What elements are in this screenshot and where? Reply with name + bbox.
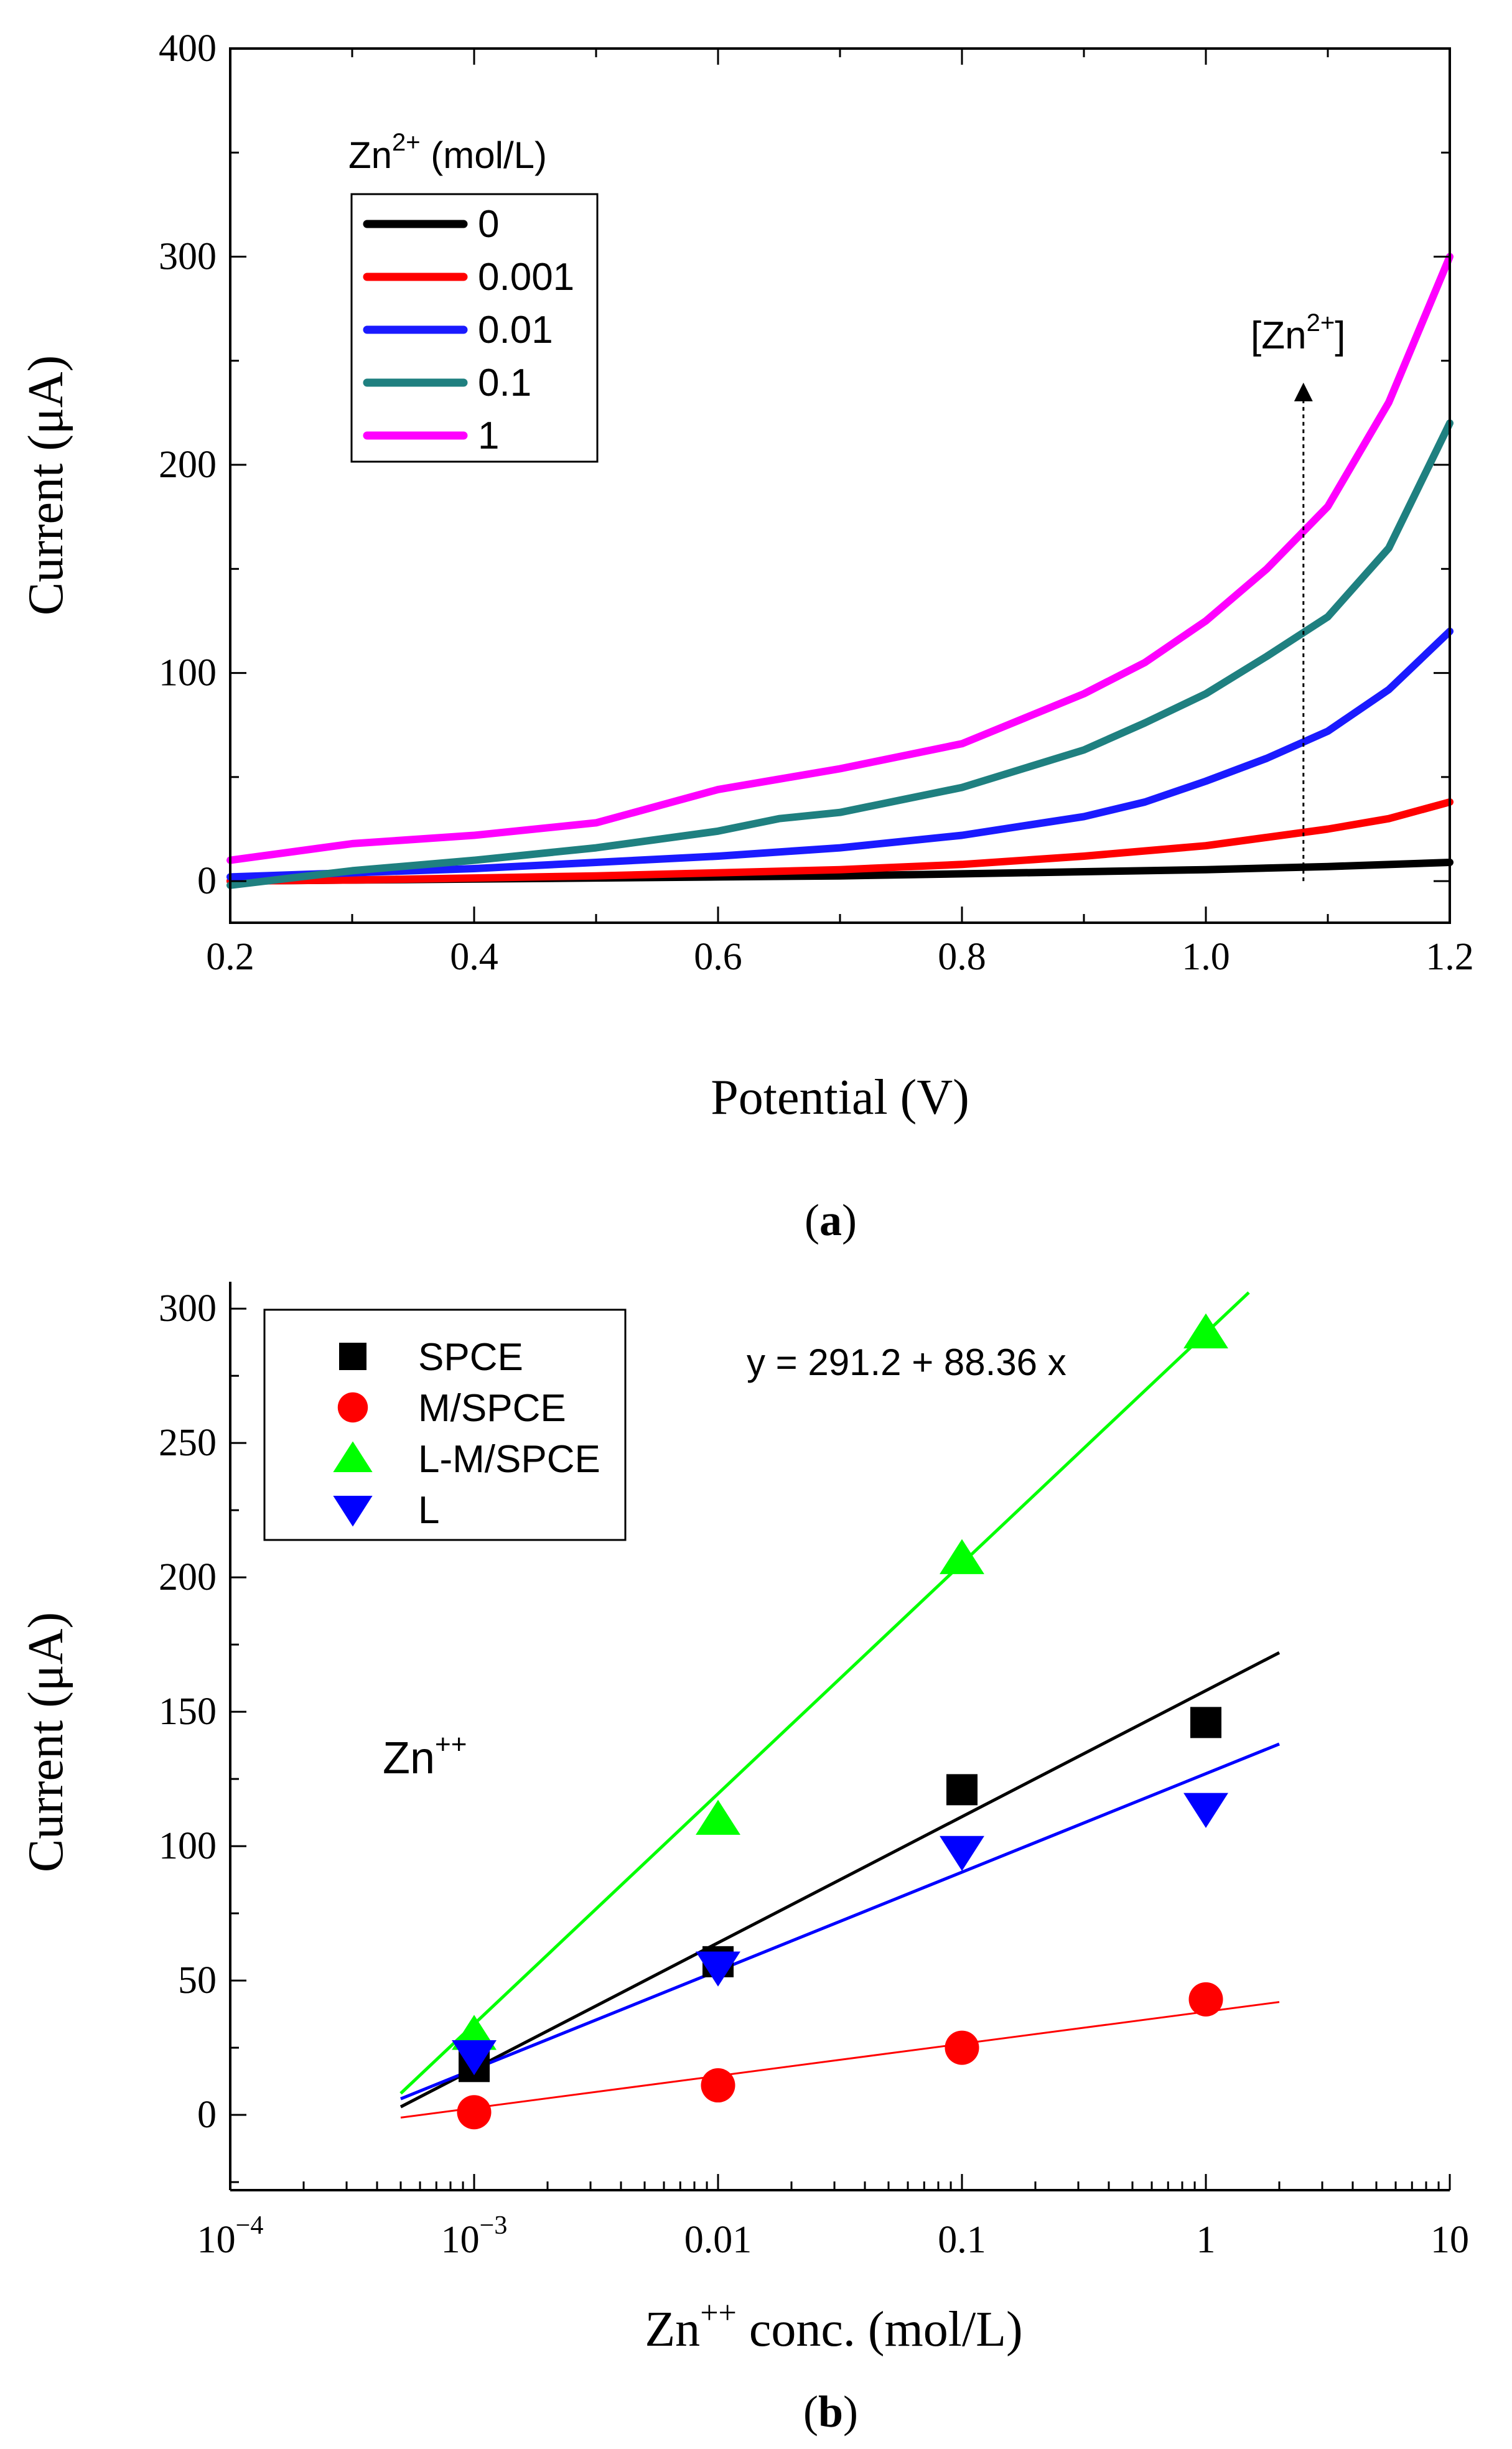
panel-b-y-tick-label: 150 bbox=[159, 1691, 217, 1733]
panel-a-ticks: 0.2 0.4 0.6 0.8 1.0 1.2 0 100 200 300 400 bbox=[159, 27, 1474, 978]
panel-b-y-tick-label: 100 bbox=[159, 1825, 217, 1867]
panel-b-legend-label: L bbox=[418, 1489, 439, 1532]
panel-b-point-3-2 bbox=[940, 1836, 984, 1871]
panel-b-legend-marker bbox=[337, 1392, 368, 1423]
panel-b-point-3-0 bbox=[452, 2040, 497, 2076]
panel-b-point-1-2 bbox=[945, 2030, 979, 2065]
panel-a-y-axis-title: Current (μA) bbox=[19, 355, 73, 615]
panel-a-x-tick-label: 1.2 bbox=[1426, 936, 1474, 978]
panel-b-point-1-1 bbox=[701, 2068, 735, 2103]
panel-a-series-group bbox=[226, 253, 1454, 889]
panel-b-legend: SPCE M/SPCE L-M/SPCE L bbox=[333, 1336, 600, 1532]
panel-a-series-line-2 bbox=[226, 627, 1454, 881]
panel-b-legend-label: M/SPCE bbox=[418, 1387, 566, 1430]
panel-b-y-tick-label: 50 bbox=[178, 1959, 217, 2002]
panel-a-legend-label: 0 bbox=[478, 203, 499, 246]
panel-b-point-1-3 bbox=[1188, 1982, 1223, 2017]
panel-a-x-tick-label: 0.4 bbox=[450, 936, 498, 978]
panel-b-data-points bbox=[452, 1313, 1228, 2130]
panel-b-point-2-3 bbox=[1183, 1313, 1228, 1349]
panel-a-legend: 0 0.001 0.01 0.1 1 bbox=[363, 203, 574, 457]
panel-b-legend-label: L-M/SPCE bbox=[418, 1438, 600, 1481]
panel-b-x-tick-label: 0.1 bbox=[938, 2219, 986, 2261]
panel-a-series-line-4 bbox=[226, 253, 1454, 864]
panel-b-point-1-0 bbox=[457, 2095, 492, 2130]
panel-b-point-0-3 bbox=[1190, 1707, 1221, 1738]
panel-b-ion-label: Zn++ bbox=[383, 1729, 467, 1783]
panel-b-y-tick-label: 200 bbox=[159, 1556, 217, 1598]
panel-b-caption: (b) bbox=[803, 2387, 858, 2437]
panel-b-x-tick-label: 10−4 bbox=[197, 2211, 264, 2261]
panel-b-point-3-1 bbox=[696, 1951, 740, 1987]
panel-a-y-tick-label: 400 bbox=[159, 27, 217, 70]
panel-b-fit-line-1 bbox=[400, 2001, 1280, 2119]
panel-b-x-tick-label: 0.01 bbox=[684, 2219, 752, 2261]
panel-a-x-axis-title: Potential (V) bbox=[711, 1070, 969, 1125]
panel-a-y-tick-label: 200 bbox=[159, 444, 217, 486]
panel-b-x-tick-label: 10−3 bbox=[441, 2211, 508, 2261]
panel-b-y-axis-title: Current (μA) bbox=[19, 1612, 73, 1872]
panel-b-fit-equation: y = 291.2 + 88.36 x bbox=[747, 1341, 1066, 1383]
panel-b-y-tick-label: 300 bbox=[159, 1287, 217, 1330]
panel-a-legend-label: 0.01 bbox=[478, 309, 553, 352]
panel-b-fit-lines bbox=[399, 1291, 1281, 2119]
panel-a-x-tick-label: 0.2 bbox=[206, 936, 254, 978]
panel-a-arrow-label: [Zn2+] bbox=[1251, 309, 1345, 357]
panel-a-y-tick-label: 0 bbox=[197, 860, 217, 902]
panel-b-x-tick-label: 10 bbox=[1430, 2219, 1469, 2261]
panel-b-point-0-2 bbox=[946, 1774, 978, 1806]
panel-b-fit-line-2 bbox=[399, 1291, 1250, 2095]
panel-a-x-tick-label: 1.0 bbox=[1182, 936, 1230, 978]
panel-a-legend-label: 0.001 bbox=[478, 256, 574, 299]
panel-b-x-tick-label: 1 bbox=[1197, 2219, 1216, 2261]
panel-a-series-line-1 bbox=[226, 798, 1454, 885]
panel-b-legend-marker bbox=[333, 1441, 373, 1472]
panel-b-x-axis-title: Zn++ conc. (mol/L) bbox=[645, 2295, 1022, 2357]
panel-b-legend-box bbox=[263, 1308, 627, 1541]
panel-b-point-2-1 bbox=[696, 1799, 740, 1835]
panel-a-x-tick-label: 0.6 bbox=[694, 936, 742, 978]
panel-b-y-tick-label: 250 bbox=[159, 1422, 217, 1464]
panel-b-point-3-3 bbox=[1183, 1793, 1228, 1828]
panel-a-legend-title: Zn2+ (mol/L) bbox=[348, 129, 547, 176]
panel-b-legend-marker bbox=[333, 1496, 373, 1527]
panel-a-legend-label: 1 bbox=[478, 414, 499, 457]
panel-a-y-tick-label: 300 bbox=[159, 236, 217, 278]
panel-a-y-tick-label: 100 bbox=[159, 652, 217, 694]
panel-a-x-tick-label: 0.8 bbox=[938, 936, 986, 978]
panel-a-line-chart: 0.2 0.4 0.6 0.8 1.0 1.2 0 100 200 300 400 [Zn2+] Z… bbox=[19, 27, 1474, 1245]
panel-b-fit-line-3 bbox=[400, 1742, 1280, 2101]
panel-b-legend-marker bbox=[339, 1343, 366, 1370]
panel-a-plot-frame bbox=[229, 47, 1451, 924]
panel-b-fit-line-0 bbox=[399, 1651, 1281, 2109]
panel-b-y-tick-label: 0 bbox=[197, 2094, 217, 2136]
panel-a-series-line-3 bbox=[226, 419, 1454, 889]
panel-b-legend-label: SPCE bbox=[418, 1336, 523, 1379]
panel-b-point-2-2 bbox=[940, 1539, 984, 1574]
panel-a-caption: (a) bbox=[805, 1195, 857, 1245]
panel-a-legend-label: 0.1 bbox=[478, 362, 531, 404]
